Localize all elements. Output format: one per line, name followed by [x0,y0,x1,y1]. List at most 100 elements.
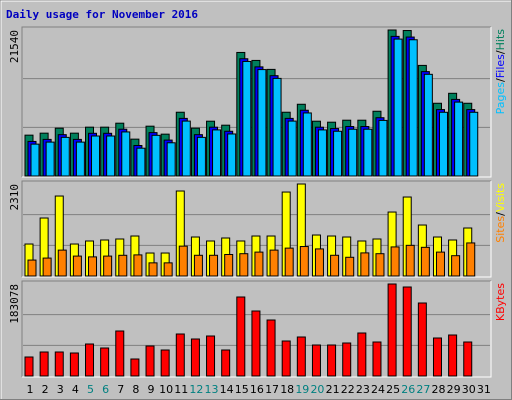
legend-entry: Files [494,54,507,78]
legend: KBytes [494,283,507,321]
bar [212,129,222,177]
bar [408,39,418,177]
x-tick-label: 24 [371,383,385,396]
chart-title: Daily usage for November 2016 [6,8,198,21]
bar [302,112,312,177]
x-tick-label: 29 [447,383,461,396]
y-tick-label: 21540 [8,30,21,63]
bar [133,254,143,277]
bar [463,341,473,377]
bar [100,347,110,377]
bar [224,253,234,277]
bar [451,255,461,277]
bar [345,256,355,277]
bar [239,253,249,277]
bar [251,310,261,377]
bar [372,341,382,377]
bar [466,242,476,277]
legend-entry: Hits [494,29,507,51]
x-tick-label: 20 [310,383,324,396]
panel-bevel [22,181,492,278]
bar [448,334,458,377]
panel-bevel [21,280,491,377]
bar [348,128,358,177]
x-tick-label: 11 [174,383,188,396]
bar [166,142,176,177]
bar [393,38,403,177]
bar [121,131,131,177]
bar [75,141,85,177]
bar [24,356,34,377]
bar [190,338,200,377]
x-tick-label: 15 [235,383,249,396]
x-tick-label: 19 [295,383,309,396]
x-tick-label: 28 [431,383,445,396]
bar [357,332,367,377]
x-tick-label: 3 [57,383,64,396]
x-tick-label: 31 [477,383,491,396]
bar [115,330,125,377]
bar [454,101,464,177]
bar [269,249,279,277]
bar [88,256,98,277]
x-tick-label: 26 [401,383,415,396]
bar [206,335,216,377]
x-tick-label: 22 [341,383,355,396]
x-tick-label: 21 [326,383,340,396]
bar [417,302,427,377]
bar [387,283,397,377]
bar [360,252,370,277]
x-tick-label: 10 [159,383,173,396]
legend-separator: / [494,212,507,216]
y-tick-label: 2310 [8,184,21,211]
bar [333,130,343,177]
legend-entry: Pages [494,82,507,115]
bar [296,336,306,377]
bar [42,257,52,277]
bar [432,337,442,377]
bar [175,333,185,377]
bar [196,136,206,177]
bar [178,245,188,277]
x-tick-label: 23 [356,383,370,396]
bar [266,319,276,377]
x-tick-label: 7 [117,383,124,396]
x-tick-label: 5 [87,383,94,396]
bar [330,254,340,277]
bar [227,133,237,177]
bar [39,351,49,377]
bar [311,344,321,377]
bar [299,246,309,277]
x-tick-label: 4 [72,383,79,396]
bar [402,286,412,377]
panel-bevel [21,180,491,277]
bar [469,111,479,177]
x-tick-label: 13 [205,383,219,396]
bar [342,342,352,377]
bar [30,143,40,177]
bar [136,147,146,177]
bar [390,246,400,277]
bar [163,262,173,277]
legend-entry: Visits [494,183,507,212]
bar [363,128,373,177]
bar [118,254,128,277]
bar [193,254,203,277]
bar [378,119,388,177]
legend-entry: Sites [494,216,507,243]
panel-bevel [21,26,491,177]
bar [69,352,79,377]
panel-bevel [22,27,492,178]
x-tick-label: 25 [386,383,400,396]
x-tick-label: 2 [42,383,49,396]
bar [160,349,170,377]
bar [151,134,161,177]
x-tick-label: 8 [132,383,139,396]
bar [287,120,297,177]
bar [209,254,219,277]
bar [130,358,140,377]
bar [181,120,191,177]
bar [91,135,101,177]
